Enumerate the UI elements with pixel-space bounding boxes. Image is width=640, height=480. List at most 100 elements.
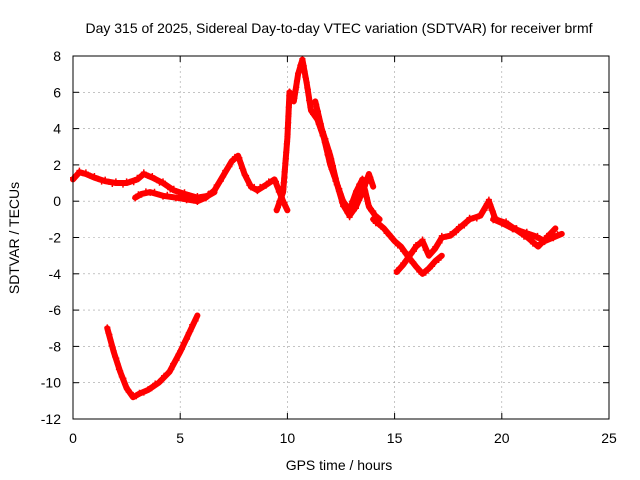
series-point-marks — [295, 60, 305, 77]
series-point-marks — [477, 201, 490, 218]
series-point-marks — [466, 214, 480, 222]
series-point-marks — [413, 263, 423, 275]
series-point-marks — [160, 178, 174, 193]
series-point-marks — [290, 75, 301, 104]
series-point-marks — [432, 239, 443, 250]
series-point-marks — [543, 230, 556, 239]
series-point-marks — [228, 153, 238, 166]
x-tick-label: 5 — [176, 430, 184, 446]
series-point-marks — [149, 173, 163, 186]
series-point-marks — [308, 106, 319, 118]
y-tick-label: 0 — [53, 193, 61, 209]
y-tick-label: 4 — [53, 121, 61, 137]
series-point-marks — [185, 317, 199, 336]
series-point-marks — [509, 225, 523, 234]
series-point-marks — [241, 171, 253, 189]
series-point-marks — [286, 88, 296, 100]
series-point-marks — [550, 231, 561, 242]
series-point-marks — [370, 216, 385, 230]
chart-title: Day 315 of 2025, Sidereal Day-to-day VTE… — [85, 20, 592, 36]
series-point-marks — [82, 169, 94, 179]
series-point-marks — [400, 257, 411, 267]
x-tick-label: 10 — [280, 430, 296, 446]
y-axis-ticks: -12 -10 -8 -6 -4 -2 0 2 4 6 8 — [41, 48, 609, 427]
series-point-marks — [541, 234, 552, 245]
series-point-marks — [254, 183, 267, 195]
series-point-marks — [132, 191, 142, 202]
series-point-marks — [172, 193, 187, 202]
series-point-marks — [365, 172, 375, 187]
series-point-marks — [145, 380, 159, 393]
series-point-marks — [134, 173, 144, 181]
x-tick-label: 20 — [494, 430, 510, 446]
y-tick-label: -2 — [49, 230, 62, 246]
series-point-marks — [166, 351, 182, 374]
y-tick-label: -8 — [49, 338, 62, 354]
x-tick-label: 0 — [69, 430, 77, 446]
series-point-marks — [76, 167, 86, 177]
series-point-marks — [425, 263, 436, 272]
series-point-marks — [181, 189, 197, 201]
series-point-marks — [520, 228, 534, 238]
series-point-marks — [413, 240, 423, 248]
y-axis-label: SDTVAR / TECUs — [6, 182, 22, 294]
series-point-marks — [365, 202, 377, 215]
series-point-marks — [419, 269, 429, 277]
series-point-marks — [498, 220, 512, 230]
series-point-marks — [183, 195, 197, 204]
series-point-marks — [147, 188, 162, 198]
series-point-marks — [102, 176, 116, 187]
series-point-marks — [91, 173, 105, 185]
series-point-marks — [346, 207, 357, 221]
series-point-marks — [406, 248, 417, 258]
series-point-marks — [194, 194, 205, 205]
series-point-marks — [299, 55, 309, 82]
y-tick-label: -10 — [41, 375, 61, 391]
series-point-marks — [140, 169, 151, 179]
series-point-marks — [535, 239, 547, 248]
y-tick-label: -12 — [41, 411, 61, 427]
series-point-marks — [220, 163, 233, 180]
series-point-marks — [312, 100, 324, 127]
series-point-marks — [447, 229, 460, 238]
series-point-marks — [393, 265, 403, 274]
series-point-marks — [280, 199, 289, 211]
grid — [73, 56, 609, 419]
series-point-marks — [391, 238, 401, 249]
series-point-marks — [318, 127, 333, 155]
series-point-marks — [123, 178, 137, 186]
series-point-marks — [130, 393, 140, 400]
y-tick-label: -6 — [49, 302, 62, 318]
series-point-marks — [273, 194, 285, 213]
series-point-marks — [372, 211, 381, 222]
series-point-marks — [248, 183, 258, 191]
y-tick-label: 6 — [53, 84, 61, 100]
x-axis-ticks: 0 5 10 15 20 25 — [69, 56, 617, 446]
x-tick-label: 25 — [601, 430, 617, 446]
x-axis-label: GPS time / hours — [286, 457, 393, 473]
series-group — [70, 55, 565, 401]
series-point-marks — [490, 216, 501, 224]
series-point-marks — [432, 257, 442, 265]
series-point-marks — [419, 236, 431, 255]
series-point-marks — [235, 153, 247, 173]
series-point-marks — [340, 203, 351, 216]
y-tick-label: 8 — [53, 48, 61, 64]
series-point-marks — [327, 154, 339, 182]
y-tick-label: -4 — [49, 266, 62, 282]
series-point-marks — [160, 191, 175, 200]
series-point-marks — [104, 324, 116, 351]
series-point-marks — [333, 181, 346, 206]
series-point-marks — [398, 243, 409, 255]
series-point-marks — [110, 348, 122, 373]
series-point-marks — [531, 232, 545, 243]
series-point-marks — [438, 232, 450, 240]
series-point-marks — [117, 368, 128, 388]
series-point-marks — [170, 185, 184, 198]
series-point-marks — [136, 389, 147, 396]
series-point-marks — [346, 194, 358, 213]
series-point-marks — [380, 225, 395, 242]
series-point-marks — [280, 138, 291, 195]
series-point-marks — [155, 371, 170, 385]
